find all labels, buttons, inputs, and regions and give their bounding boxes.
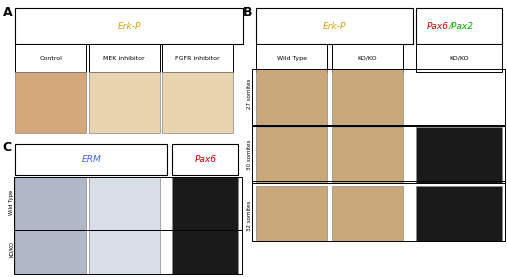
FancyBboxPatch shape <box>89 72 160 133</box>
FancyBboxPatch shape <box>332 127 403 183</box>
FancyBboxPatch shape <box>256 44 327 72</box>
Text: 30 somites: 30 somites <box>247 140 252 170</box>
FancyBboxPatch shape <box>162 72 233 133</box>
FancyBboxPatch shape <box>416 127 502 183</box>
Text: Erk-P: Erk-P <box>118 22 141 31</box>
Text: 32 somites: 32 somites <box>247 201 252 231</box>
FancyBboxPatch shape <box>15 230 86 274</box>
Text: KO/KO: KO/KO <box>9 241 14 257</box>
FancyBboxPatch shape <box>172 144 238 175</box>
FancyBboxPatch shape <box>89 177 160 230</box>
FancyBboxPatch shape <box>256 8 413 44</box>
FancyBboxPatch shape <box>256 186 327 241</box>
FancyBboxPatch shape <box>416 186 502 241</box>
Text: Wild Type: Wild Type <box>276 56 307 61</box>
FancyBboxPatch shape <box>332 186 403 241</box>
Text: ERM: ERM <box>82 155 101 164</box>
FancyBboxPatch shape <box>89 44 160 72</box>
FancyBboxPatch shape <box>15 8 243 44</box>
Text: C: C <box>3 141 12 154</box>
Text: Wild Type: Wild Type <box>9 189 14 215</box>
Text: KO/KO: KO/KO <box>358 56 377 61</box>
FancyBboxPatch shape <box>15 144 167 175</box>
Text: Erk-P: Erk-P <box>323 22 346 31</box>
FancyBboxPatch shape <box>332 69 403 125</box>
Text: /Pax2: /Pax2 <box>449 22 474 31</box>
FancyBboxPatch shape <box>162 44 233 72</box>
Text: FGFR inhibitor: FGFR inhibitor <box>175 56 220 61</box>
FancyBboxPatch shape <box>172 230 238 274</box>
Text: A: A <box>3 6 12 19</box>
Text: Control: Control <box>39 56 62 61</box>
Text: B: B <box>243 6 253 19</box>
Text: MEK inhibitor: MEK inhibitor <box>103 56 145 61</box>
FancyBboxPatch shape <box>416 44 502 72</box>
FancyBboxPatch shape <box>15 44 86 72</box>
FancyBboxPatch shape <box>416 8 502 44</box>
FancyBboxPatch shape <box>256 127 327 183</box>
FancyBboxPatch shape <box>172 177 238 230</box>
FancyBboxPatch shape <box>256 69 327 125</box>
FancyBboxPatch shape <box>332 44 403 72</box>
Text: Pax6: Pax6 <box>194 155 216 164</box>
FancyBboxPatch shape <box>15 72 86 133</box>
Text: 27 somites: 27 somites <box>247 79 252 109</box>
Text: Pax6: Pax6 <box>427 22 449 31</box>
FancyBboxPatch shape <box>15 177 86 230</box>
Text: KO/KO: KO/KO <box>449 56 468 61</box>
FancyBboxPatch shape <box>89 230 160 274</box>
